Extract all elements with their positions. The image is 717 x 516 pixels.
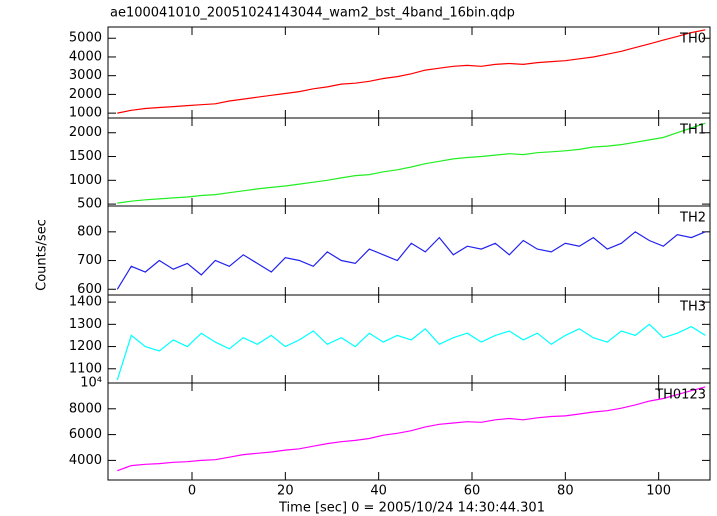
y-tick-label: 1100: [69, 361, 102, 376]
x-tick-label: 40: [370, 484, 387, 499]
y-tick-label: 1000: [69, 106, 102, 121]
y-tick-label: 700: [77, 253, 102, 268]
panel-frame: [107, 117, 711, 207]
series-label: TH0123: [654, 388, 706, 403]
y-tick-label: 2000: [69, 87, 102, 102]
x-axis-label: Time [sec] 0 = 2005/10/24 14:30:44.301: [278, 501, 545, 516]
y-tick-label: 1000: [69, 173, 102, 188]
series-line: [117, 29, 706, 114]
series-line: [117, 386, 706, 472]
panel-frame: [107, 205, 711, 296]
x-tick-label: 60: [464, 484, 481, 499]
x-tick-label: 20: [277, 484, 294, 499]
y-tick-label: 4000: [69, 453, 102, 468]
y-tick-label: 8000: [69, 401, 102, 416]
series-label: TH3: [679, 300, 706, 315]
y-tick-label: 800: [77, 224, 102, 239]
y-tick-label: 6000: [69, 427, 102, 442]
series-line: [116, 323, 706, 381]
y-tick-label: 4000: [69, 49, 102, 64]
y-tick-label: 1500: [69, 149, 102, 164]
series-label: TH1: [679, 123, 706, 138]
y-axis-label: Counts/sec: [35, 219, 50, 291]
y-tick-label: 3000: [69, 68, 102, 83]
x-tick-label: 0: [188, 484, 196, 499]
panel-frame: [107, 382, 711, 481]
x-tick-label: 80: [557, 484, 574, 499]
x-tick-label: 100: [646, 484, 671, 499]
y-tick-label: 10⁴: [80, 376, 102, 391]
y-tick-label: 2000: [69, 125, 102, 140]
series-label: TH0: [679, 32, 706, 47]
series-label: TH2: [679, 211, 706, 226]
chart-title: ae100041010_20051024143044_wam2_bst_4ban…: [110, 6, 515, 21]
series-line: [117, 122, 706, 204]
y-tick-label: 1200: [69, 339, 102, 354]
y-tick-label: 500: [77, 197, 102, 212]
y-tick-label: 600: [77, 282, 102, 297]
y-tick-label: 5000: [69, 31, 102, 46]
y-tick-label: 1400: [69, 295, 102, 310]
series-line: [116, 231, 706, 290]
y-tick-label: 1300: [69, 317, 102, 332]
